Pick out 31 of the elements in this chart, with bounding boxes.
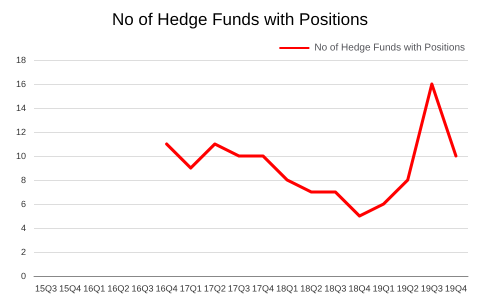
y-tick-label: 6	[20, 199, 26, 209]
x-tick-label: 17Q1	[180, 284, 202, 294]
y-tick-label: 12	[16, 127, 26, 137]
y-tick-label: 16	[16, 79, 26, 89]
x-tick-label: 18Q2	[300, 284, 322, 294]
x-tick-label: 15Q3	[35, 284, 58, 294]
y-tick-label: 4	[20, 223, 26, 233]
x-tick-label: 16Q3	[131, 284, 154, 294]
y-tick-label: 2	[20, 247, 26, 257]
x-tick-label: 19Q2	[396, 284, 419, 294]
x-tick-label: 17Q3	[228, 284, 250, 294]
x-tick-label: 18Q3	[324, 284, 346, 294]
x-tick-label: 18Q1	[276, 284, 298, 294]
y-tick-label: 10	[16, 151, 26, 161]
x-tick-label: 19Q3	[420, 284, 443, 294]
x-tick-label: 19Q4	[444, 284, 467, 294]
x-tick-label: 17Q4	[252, 284, 274, 294]
line-series	[165, 82, 458, 218]
chart-title: No of Hedge Funds with Positions	[112, 10, 368, 29]
x-tick-label: 19Q1	[372, 284, 395, 294]
x-tick-label: 15Q4	[59, 284, 82, 294]
y-tick-label: 14	[16, 103, 26, 113]
legend-label: No of Hedge Funds with Positions	[314, 42, 466, 54]
x-tick-label: 16Q4	[156, 284, 178, 294]
y-tick-label: 8	[20, 175, 26, 185]
x-tick-label: 16Q1	[83, 284, 106, 294]
x-tick-label: 16Q2	[107, 284, 130, 294]
x-tick-label: 17Q2	[204, 284, 226, 294]
y-tick-label: 18	[16, 55, 26, 65]
y-tick-label: 0	[20, 271, 26, 281]
x-tick-label: 18Q4	[348, 284, 371, 294]
